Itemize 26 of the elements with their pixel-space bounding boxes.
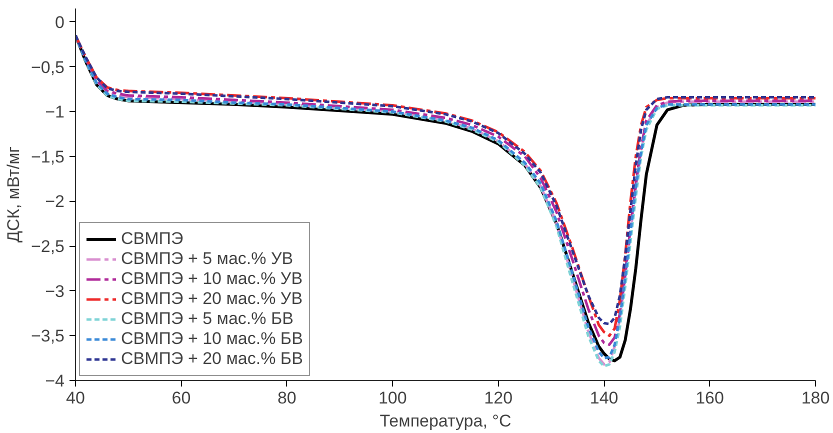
legend-label: СВМПЭ xyxy=(121,229,184,249)
y-tick-label: 0 xyxy=(55,12,65,32)
x-tick-label: 80 xyxy=(277,388,296,408)
x-tick-label: 180 xyxy=(801,388,830,408)
x-tick-label: 100 xyxy=(378,388,407,408)
y-tick-label: −1 xyxy=(45,102,65,122)
legend-label: СВМПЭ + 5 мас.% УВ xyxy=(121,249,294,269)
x-tick-label: 60 xyxy=(172,388,191,408)
y-tick-label: −2,5 xyxy=(30,237,64,256)
x-axis-title: Температура, °C xyxy=(380,412,512,430)
legend-label: СВМПЭ + 10 мас.% УВ xyxy=(121,269,303,289)
x-tick-label: 120 xyxy=(484,388,513,408)
y-tick-label: −3 xyxy=(45,282,65,301)
y-tick-label: −2 xyxy=(45,192,65,212)
legend-label: СВМПЭ + 20 мас.% БВ xyxy=(121,349,303,369)
y-tick-label: −0,5 xyxy=(30,58,64,77)
y-tick-label: −4 xyxy=(45,372,65,390)
x-tick-label: 160 xyxy=(696,388,724,408)
legend-label: СВМПЭ + 5 мас.% БВ xyxy=(121,309,294,329)
legend-label: СВМПЭ + 20 мас.% УВ xyxy=(121,289,303,309)
legend-label: СВМПЭ + 10 мас.% БВ xyxy=(121,329,303,349)
x-tick-label: 140 xyxy=(590,388,618,408)
y-axis-title: ДСК, мВт/мг xyxy=(4,146,23,242)
y-tick-label: −1,5 xyxy=(30,147,64,166)
x-tick-label: 40 xyxy=(66,388,85,408)
y-tick-label: −3,5 xyxy=(30,326,64,346)
